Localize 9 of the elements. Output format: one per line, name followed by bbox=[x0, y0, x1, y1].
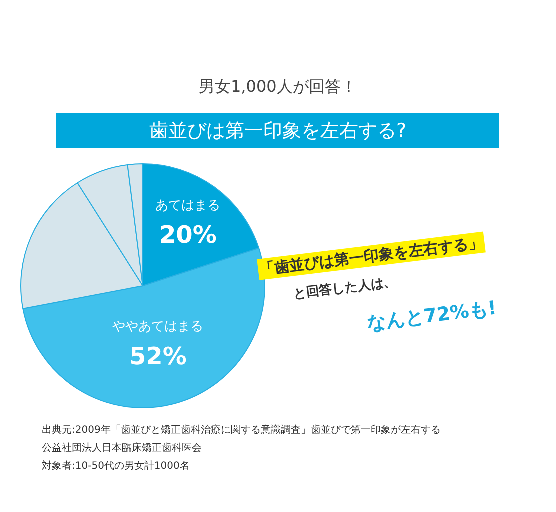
chart-title: 男女1,000人が回答！ bbox=[199, 77, 357, 96]
text: 公益社団法人日本臨床矯正歯科医会 bbox=[42, 442, 202, 454]
text: 出典元:2009年「歯並びと矯正歯科治療に関する意識調査」歯並びで第一印象が左右する bbox=[42, 424, 441, 436]
slice-label: ややあてはまる bbox=[112, 320, 204, 335]
data-label: 20% bbox=[159, 221, 217, 250]
text: 対象者:10-50代の男女計1000名 bbox=[42, 460, 190, 472]
chart-subtitle: 歯並びは第一印象を左右する? bbox=[149, 120, 407, 142]
data-label: 52% bbox=[129, 342, 187, 370]
slice-label: あてはまる bbox=[156, 198, 221, 214]
